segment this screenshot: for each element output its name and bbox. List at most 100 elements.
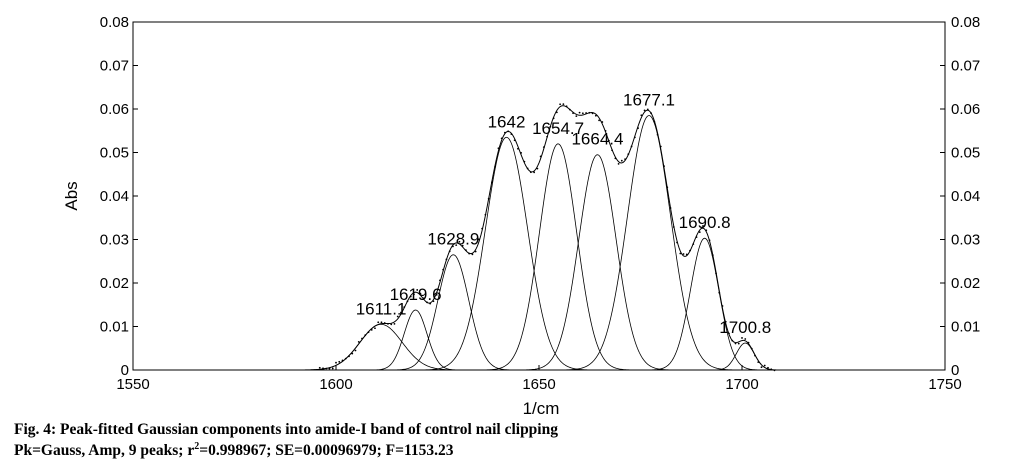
measured-point — [487, 197, 490, 200]
x-tick-label: 1750 — [928, 376, 961, 393]
y-tick-label-right: 0.01 — [951, 319, 980, 336]
measured-point — [734, 342, 737, 345]
measured-point — [344, 357, 347, 360]
peak-label: 1690.8 — [679, 213, 731, 232]
measured-point — [620, 159, 623, 162]
gaussian-component — [296, 323, 466, 371]
measured-point — [737, 342, 740, 345]
measured-point — [770, 368, 773, 371]
y-tick-label-right: 0.05 — [951, 145, 980, 162]
measured-point — [419, 292, 422, 295]
measured-point — [607, 139, 610, 142]
measured-point — [445, 258, 448, 261]
measured-point — [539, 155, 542, 158]
measured-point — [705, 229, 708, 232]
peak-label: 1700.8 — [719, 318, 771, 337]
measured-point — [679, 252, 682, 255]
measured-point — [656, 133, 659, 136]
measured-point — [588, 111, 591, 114]
measured-point — [728, 332, 730, 335]
measured-point — [465, 249, 467, 252]
y-tick-label-right: 0.02 — [951, 275, 980, 292]
x-tick-label: 1600 — [319, 376, 352, 393]
gaussian-components — [296, 115, 781, 371]
y-tick-label-left: 0 — [121, 362, 129, 379]
measured-point — [757, 361, 760, 363]
measured-point — [516, 147, 519, 150]
measured-point — [452, 245, 454, 248]
measured-point — [669, 207, 672, 209]
measured-point — [380, 321, 383, 324]
measured-point — [721, 305, 724, 307]
measured-point — [474, 250, 477, 253]
measured-point — [646, 108, 649, 111]
measured-point — [429, 302, 432, 305]
measured-point — [374, 327, 376, 330]
measured-point — [364, 334, 367, 337]
measured-point — [572, 112, 574, 115]
measured-point — [767, 366, 769, 369]
peak-fit-chart: 0 0 0.01 0.01 0.02 0.02 0.03 0.03 0.04 0.04 0.05 0.… — [62, 14, 980, 418]
gaussian-component — [709, 342, 781, 371]
peak-label: 1628.9 — [427, 230, 479, 249]
y-tick-label-left: 0.03 — [100, 232, 129, 249]
caption-stats-sup: 2 — [194, 440, 200, 452]
measured-point — [653, 120, 656, 123]
measured-point — [357, 341, 360, 343]
plot-frame — [132, 21, 946, 371]
fit-sum-line — [303, 105, 791, 371]
measured-point — [685, 253, 688, 256]
measured-point — [754, 354, 756, 357]
measured-point — [568, 108, 571, 111]
measured-point — [578, 111, 581, 114]
measured-point — [643, 109, 646, 112]
measured-point — [773, 369, 776, 372]
measured-point — [711, 254, 714, 257]
measured-point — [536, 167, 539, 170]
y-tick-label-left: 0.05 — [100, 145, 129, 162]
measured-point — [416, 289, 419, 291]
measured-point — [689, 249, 691, 252]
measured-point — [715, 272, 717, 275]
peak-label: 1619.6 — [390, 285, 442, 304]
figure-caption-stats: Pk=Gauss, Amp, 9 peaks; r2=0.998967; SE=… — [14, 440, 454, 460]
measured-point — [458, 240, 461, 243]
measured-point — [403, 306, 406, 308]
x-tick-label: 1700 — [725, 376, 758, 393]
measured-point — [432, 300, 435, 303]
measured-point — [354, 349, 357, 352]
measured-point — [322, 367, 324, 370]
measured-point — [406, 300, 409, 303]
measured-point — [448, 250, 451, 253]
measured-point — [581, 112, 584, 115]
measured-point — [575, 115, 578, 118]
measured-point — [744, 338, 747, 340]
measured-point — [370, 329, 373, 331]
measured-point — [663, 165, 665, 168]
measured-point — [666, 186, 669, 189]
measured-point — [325, 367, 328, 370]
measured-point — [672, 226, 675, 228]
measured-point — [393, 322, 396, 325]
measured-point — [422, 297, 425, 300]
measured-point — [318, 366, 321, 369]
measured-point — [478, 238, 480, 241]
measured-point — [455, 244, 458, 247]
measured-point — [549, 125, 552, 128]
measured-point — [400, 311, 402, 314]
measured-point — [659, 145, 662, 148]
measured-point — [604, 129, 607, 132]
measured-point — [546, 135, 549, 138]
measured-point — [718, 291, 721, 294]
measured-point — [526, 167, 529, 170]
measured-point — [552, 117, 555, 120]
measured-point — [494, 165, 497, 168]
peak-label: 1654.7 — [532, 119, 584, 138]
caption-stats-post: =0.998967; SE=0.00096979; F=1153.23 — [199, 442, 454, 459]
measured-point — [461, 244, 464, 247]
measured-point — [510, 133, 513, 135]
gaussian-component — [562, 115, 735, 371]
peak-label: 1642 — [488, 112, 526, 131]
measured-point — [396, 315, 399, 318]
